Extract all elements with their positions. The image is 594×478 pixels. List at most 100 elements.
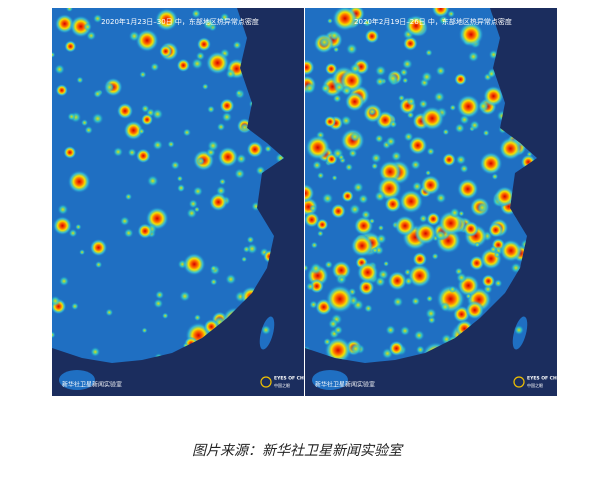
hotspot (52, 295, 61, 307)
hotspot (389, 120, 398, 129)
hotspot (113, 146, 124, 157)
hotspot (141, 327, 148, 334)
hotspot (449, 104, 457, 112)
hotspot (403, 131, 414, 142)
hotspot (399, 325, 411, 337)
hotspot (494, 186, 516, 207)
hotspot (435, 192, 447, 204)
hotspot (182, 128, 192, 137)
hotspot (413, 329, 425, 341)
hotspot (321, 192, 334, 205)
credit: 新华社卫星新闻实验室 (62, 381, 122, 389)
hotspot (479, 151, 503, 175)
hotspot (78, 249, 86, 256)
hotspot (76, 76, 84, 84)
hotspot (305, 183, 315, 203)
hotspot (52, 216, 72, 236)
hotspot (399, 189, 424, 214)
hotspot (337, 153, 345, 161)
hotspot (316, 218, 329, 231)
hotspot (406, 96, 416, 106)
hotspot (474, 241, 481, 248)
hotspot (340, 115, 352, 127)
hotspot (316, 230, 324, 237)
hotspot (123, 120, 144, 141)
logo-mark (260, 376, 272, 388)
hotspot (155, 290, 165, 300)
hotspot (491, 173, 499, 181)
hotspot (425, 48, 433, 57)
hotspot (368, 217, 376, 225)
hotspot (65, 8, 74, 13)
hotspot (128, 30, 140, 42)
hotspot (499, 239, 523, 263)
hotspot (455, 154, 467, 166)
hotspot (447, 10, 455, 18)
hotspot (462, 221, 479, 237)
hotspot (177, 183, 186, 192)
hotspot (264, 145, 272, 153)
hotspot (467, 51, 480, 63)
figure: 2020年1月23日–30日 中，东部地区热异常点密度新华社卫星新闻实验室EYE… (52, 8, 566, 396)
hotspot (305, 211, 320, 228)
hotspot (179, 290, 191, 302)
hotspot (235, 153, 247, 165)
hotspot (375, 233, 387, 245)
hotspot (210, 265, 217, 272)
hotspot (348, 148, 358, 158)
hotspot (487, 69, 496, 79)
hotspot (482, 129, 490, 137)
hotspot (318, 36, 331, 49)
hotspot (191, 8, 201, 19)
hotspot (426, 147, 435, 156)
hotspot (196, 156, 205, 166)
hotspot (350, 234, 374, 258)
hotspot (394, 215, 416, 237)
hotspot (241, 256, 248, 263)
hotspot (305, 264, 309, 272)
logo-en: EYES OF CHINA (274, 376, 313, 382)
hotspot (193, 314, 202, 322)
hotspot (384, 195, 402, 213)
hotspot (261, 325, 271, 335)
hotspot (456, 272, 467, 284)
hotspot (188, 199, 198, 209)
hotspot (349, 63, 361, 75)
hotspot (192, 186, 203, 197)
hotspot (433, 91, 446, 103)
hotspot (309, 262, 322, 275)
hotspot (225, 68, 236, 79)
hotspot (435, 65, 446, 77)
hotspot (404, 276, 414, 286)
hotspot (83, 22, 92, 31)
hotspot (161, 312, 169, 320)
hotspot (323, 337, 332, 346)
hotspot (310, 241, 318, 249)
hotspot (89, 238, 108, 257)
hotspot (385, 324, 396, 336)
logo-en: EYES OF CHINA (527, 376, 566, 382)
hotspot (411, 181, 423, 192)
hotspot (94, 260, 103, 269)
hotspot (205, 51, 230, 75)
hotspot (364, 304, 373, 313)
hotspot (454, 73, 467, 86)
hotspot (370, 152, 382, 164)
hotspot (469, 120, 480, 131)
hotspot (54, 13, 75, 34)
hotspot (221, 111, 233, 123)
hotspot (397, 94, 406, 102)
hotspot (116, 102, 134, 120)
hotspot (58, 276, 70, 287)
hotspot (312, 160, 322, 171)
hotspot (242, 245, 251, 253)
hotspot (326, 17, 333, 24)
hotspot (431, 252, 439, 260)
hotspot (349, 203, 361, 216)
hotspot (75, 223, 82, 231)
hotspot (202, 18, 215, 31)
hotspot (155, 8, 179, 32)
hotspot (84, 125, 93, 135)
hotspot (425, 295, 434, 303)
hotspot (90, 346, 101, 357)
